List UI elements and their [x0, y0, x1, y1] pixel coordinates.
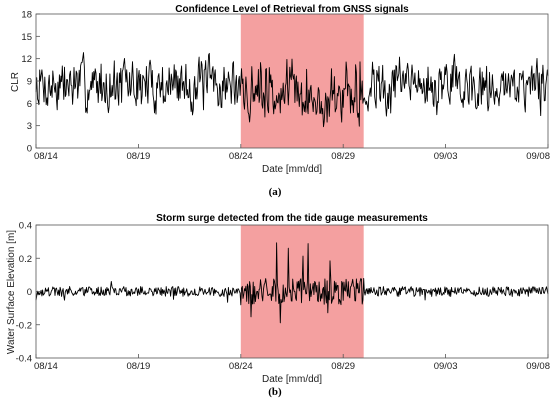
- panel-a-series-path: [35, 52, 549, 128]
- panel-b-x-axis-label: Date [mm/dd]: [262, 374, 322, 385]
- panel-a-label: (a): [269, 186, 282, 198]
- panel-a-y-tick-label: 9: [27, 77, 32, 88]
- panel-b-y-tick-label: 0.4: [19, 221, 32, 232]
- panel-a-series-line: [35, 52, 549, 128]
- panel-b-x-tick-label: 08/24: [229, 361, 253, 372]
- panel-b-chart: Storm surge detected from the tide gauge…: [6, 213, 550, 398]
- panel-a-x-tick-label: 08/19: [127, 151, 151, 162]
- panel-b-x-tick-label: 08/19: [127, 361, 151, 372]
- panel-b-title: Storm surge detected from the tide gauge…: [156, 213, 428, 224]
- panel-b-y-axis-label: Water Surface Elevation [m]: [6, 230, 17, 354]
- panel-b-x-tick-label: 09/08: [526, 361, 550, 372]
- panel-a-x-axis-label: Date [mm/dd]: [262, 164, 322, 175]
- panel-b-y-ticks: -0.4 -0.2 0 0.2 0.4: [16, 221, 40, 365]
- panel-b-x-tick-label: 08/14: [34, 361, 58, 372]
- panel-a-y-tick-label: 0: [27, 144, 32, 155]
- panel-a-y-tick-label: 12: [21, 54, 32, 65]
- panel-b-series-path: [35, 242, 549, 324]
- panel-b-y-tick-label: 0.2: [19, 254, 32, 265]
- panel-b-x-tick-label: 09/03: [434, 361, 458, 372]
- panel-a-y-tick-label: 15: [21, 32, 32, 43]
- panel-a-y-tick-label: 6: [27, 99, 32, 110]
- panel-a-chart: Confidence Level of Retrieval from GNSS …: [10, 4, 550, 198]
- panel-b-x-ticks: 08/14 08/19 08/24 08/29 09/03 09/08: [34, 354, 550, 372]
- panel-b-label: (b): [268, 386, 282, 398]
- panel-b-y-tick-label: -0.2: [16, 320, 32, 331]
- panel-a-x-tick-label: 09/03: [434, 151, 458, 162]
- panel-a-y-tick-label: 3: [27, 121, 32, 132]
- panel-b-x-tick-label: 08/29: [331, 361, 355, 372]
- panel-a-x-tick-label: 08/14: [34, 151, 58, 162]
- panel-a-y-ticks: 0 3 6 9 12 15 18: [21, 10, 40, 155]
- panel-b-y-tick-label: -0.4: [16, 354, 32, 365]
- panel-a-y-tick-label: 18: [21, 10, 32, 21]
- panel-b-y-tick-label: 0: [27, 287, 32, 298]
- panel-a-x-tick-label: 09/08: [526, 151, 550, 162]
- panel-a-x-tick-label: 08/24: [229, 151, 253, 162]
- panel-a-x-tick-label: 08/29: [331, 151, 355, 162]
- panel-b-series-line: [35, 242, 549, 324]
- panel-a-x-ticks: 08/14 08/19 08/24 08/29 09/03 09/08: [34, 144, 550, 162]
- panel-a-y-axis-label: CLR: [10, 72, 21, 92]
- panel-a-title: Confidence Level of Retrieval from GNSS …: [175, 4, 409, 15]
